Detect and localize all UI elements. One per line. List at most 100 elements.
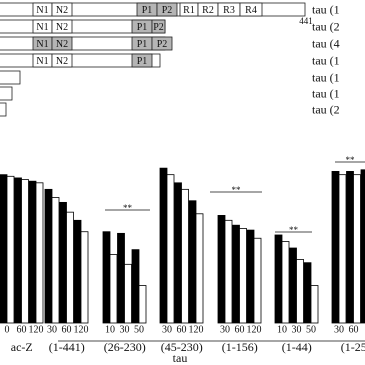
domain-box: [156, 2, 178, 17]
significance-label: **: [289, 225, 299, 235]
group-label: ac-Z: [11, 340, 33, 354]
bar: [353, 174, 361, 324]
significance-label: **: [232, 185, 242, 195]
bar: [51, 197, 60, 324]
domain-label: P1: [137, 22, 148, 33]
bar: [21, 179, 29, 324]
bar: [253, 237, 262, 324]
x-tick-label: 10: [105, 324, 115, 335]
bar: [0, 174, 8, 324]
bar: [14, 177, 22, 324]
bar: [166, 174, 175, 324]
x-tick-label: 120: [74, 324, 89, 335]
domain-box: [51, 53, 73, 68]
construct-bar: [0, 86, 13, 101]
group-label: (1-44): [282, 340, 312, 354]
bar: [35, 182, 44, 324]
bar: [159, 167, 168, 324]
domain-label: N2: [56, 22, 68, 33]
x-tick-label: 50: [134, 324, 144, 335]
bar: [360, 169, 365, 324]
domain-box: [51, 36, 73, 51]
group-label: (1-441): [49, 340, 85, 354]
bar: [59, 201, 67, 324]
x-axis-label: tau: [173, 351, 188, 365]
domain-box: [51, 19, 73, 34]
domain-label: N1: [36, 56, 48, 67]
bar: [174, 182, 182, 324]
domain-label: P1: [142, 5, 153, 16]
domain-label: P1: [137, 39, 148, 50]
bar: [6, 175, 15, 324]
x-tick-label: 50: [306, 324, 316, 335]
bar: [239, 228, 247, 324]
x-tick-label: 120: [247, 324, 262, 335]
construct-bar: [0, 102, 7, 117]
x-tick-label: 120: [189, 324, 204, 335]
bar: [124, 263, 132, 324]
x-tick-label: 60: [62, 324, 72, 335]
bar: [73, 219, 82, 324]
domain-label: N2: [56, 56, 68, 67]
domain-label: N2: [56, 39, 68, 50]
bar: [109, 254, 118, 324]
group-label: (1-25: [341, 340, 365, 354]
x-tick-label: 30: [47, 324, 57, 335]
bar: [331, 171, 340, 324]
bar: [66, 211, 74, 324]
domain-label: P2: [162, 5, 173, 16]
x-tick-label: 60: [177, 324, 187, 335]
domain-box: [151, 36, 173, 51]
domain-label: P2: [153, 22, 164, 33]
bar: [181, 188, 189, 324]
domain-label: R2: [202, 5, 214, 16]
group-label: (45-230): [161, 340, 203, 354]
bar: [274, 234, 283, 324]
significance-label: **: [123, 203, 133, 213]
domain-box: [151, 19, 166, 34]
construct-label: tau (2: [312, 19, 340, 33]
bar: [224, 219, 233, 324]
significance-label: **: [346, 155, 356, 165]
x-tick-label: 0: [5, 324, 10, 335]
x-tick-label: 30: [220, 324, 230, 335]
length-label: 441: [299, 16, 313, 26]
x-tick-label: 60: [349, 324, 359, 335]
construct-label: tau (1: [312, 86, 340, 100]
domain-label: R4: [245, 5, 257, 16]
bar: [246, 229, 255, 324]
x-tick-label: 30: [334, 324, 344, 335]
domain-label: N1: [36, 22, 48, 33]
x-tick-label: 10: [277, 324, 287, 335]
domain-label: R1: [183, 5, 195, 16]
bar: [195, 213, 204, 324]
domain-label: N2: [56, 5, 68, 16]
bar: [117, 232, 125, 324]
domain-box: [51, 2, 73, 17]
bar: [138, 285, 147, 324]
construct-label: tau (2: [312, 102, 340, 116]
bar: [303, 262, 312, 324]
domain-label: N1: [36, 39, 48, 50]
bar: [346, 171, 354, 324]
x-tick-label: 60: [235, 324, 245, 335]
domain-label: P2: [157, 39, 168, 50]
domain-box: [131, 53, 153, 68]
construct-label: tau (1: [312, 53, 340, 67]
construct-bar: [0, 70, 21, 85]
bar: [232, 224, 240, 324]
x-tick-label: 30: [292, 324, 302, 335]
bar: [131, 249, 140, 324]
x-tick-label: 30: [120, 324, 130, 335]
bar: [289, 247, 297, 324]
construct-label: tau (1: [312, 70, 340, 84]
x-tick-label: 60: [17, 324, 27, 335]
x-tick-label: 30: [162, 324, 172, 335]
bar: [102, 231, 111, 324]
domain-label: N1: [36, 5, 48, 16]
bar: [296, 259, 304, 324]
domain-label: R3: [223, 5, 235, 16]
bar: [310, 285, 319, 324]
group-label: (1-156): [222, 340, 258, 354]
